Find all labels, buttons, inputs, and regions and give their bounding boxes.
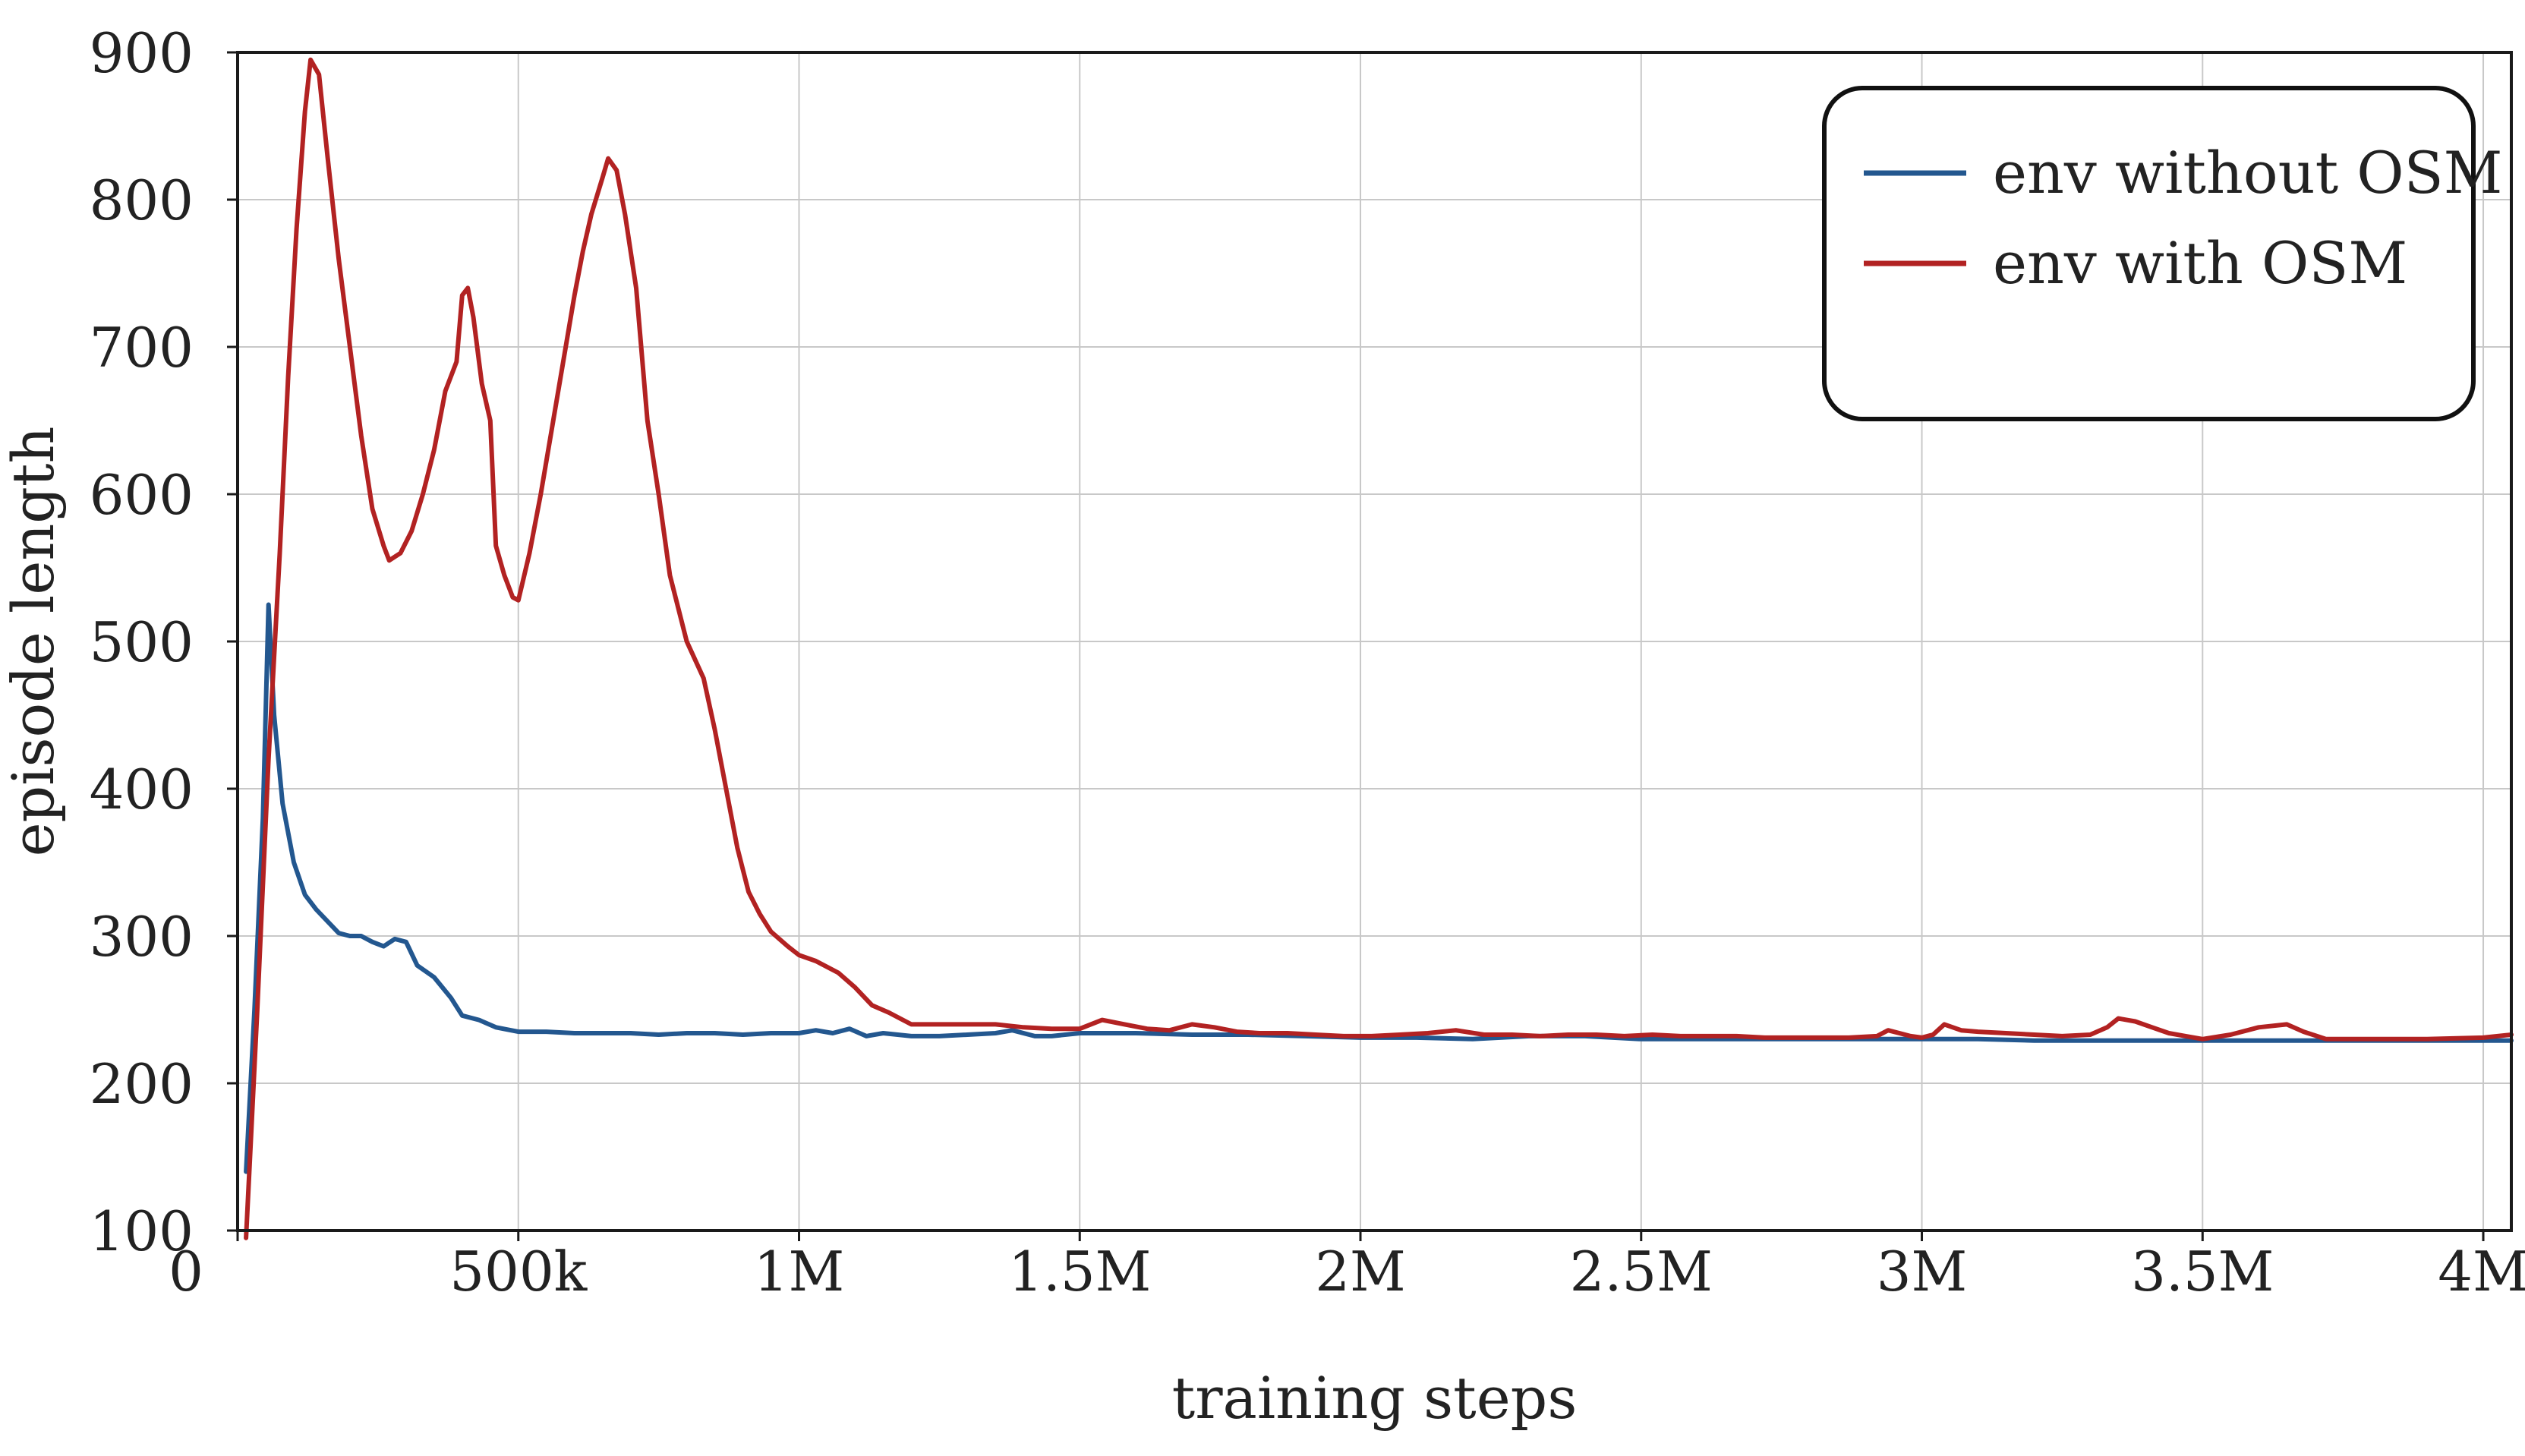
legend-label-env-without-osm: env without OSM (1993, 139, 2502, 206)
x-tick-label-1m: 1M (754, 1240, 845, 1303)
x-tick-label-2m: 2M (1315, 1240, 1406, 1303)
x-tick-label-500k: 500k (449, 1240, 588, 1303)
y-tick-label-600: 600 (90, 463, 194, 527)
y-axis-title: episode length (0, 427, 67, 857)
x-tick-label-3m: 3M (1877, 1240, 1968, 1303)
y-tick-label-700: 700 (90, 316, 194, 380)
y-tick-label-100: 100 (90, 1199, 194, 1263)
x-tick-label-3-5m: 3.5M (2131, 1240, 2274, 1303)
legend: env without OSM env with OSM (1822, 86, 2502, 421)
y-tick-label-200: 200 (90, 1052, 194, 1116)
x-tick-label-0: 0 (169, 1240, 203, 1303)
x-axis-ticks: 0 500k 1M 1.5M 2M 2.5M 3M 3.5M 4M (169, 1231, 2525, 1303)
x-tick-label-2-5m: 2.5M (1570, 1240, 1713, 1303)
legend-box (1822, 86, 2476, 421)
series-line-env-without-osm (244, 602, 2514, 1174)
y-tick-label-500: 500 (90, 610, 194, 674)
x-tick-label-4m: 4M (2438, 1240, 2525, 1303)
y-tick-label-300: 300 (90, 905, 194, 969)
y-tick-label-400: 400 (90, 758, 194, 821)
y-axis-ticks: 100 200 300 400 500 600 700 800 900 (90, 21, 238, 1263)
series-line-env-with-osm (244, 57, 2514, 1240)
y-tick-label-800: 800 (90, 169, 194, 232)
legend-label-env-with-osm: env with OSM (1993, 229, 2407, 297)
x-tick-label-1-5m: 1.5M (1008, 1240, 1151, 1303)
series-lines (244, 57, 2514, 1240)
x-axis-title: training steps (1172, 1364, 1578, 1432)
y-tick-label-900: 900 (90, 21, 194, 85)
